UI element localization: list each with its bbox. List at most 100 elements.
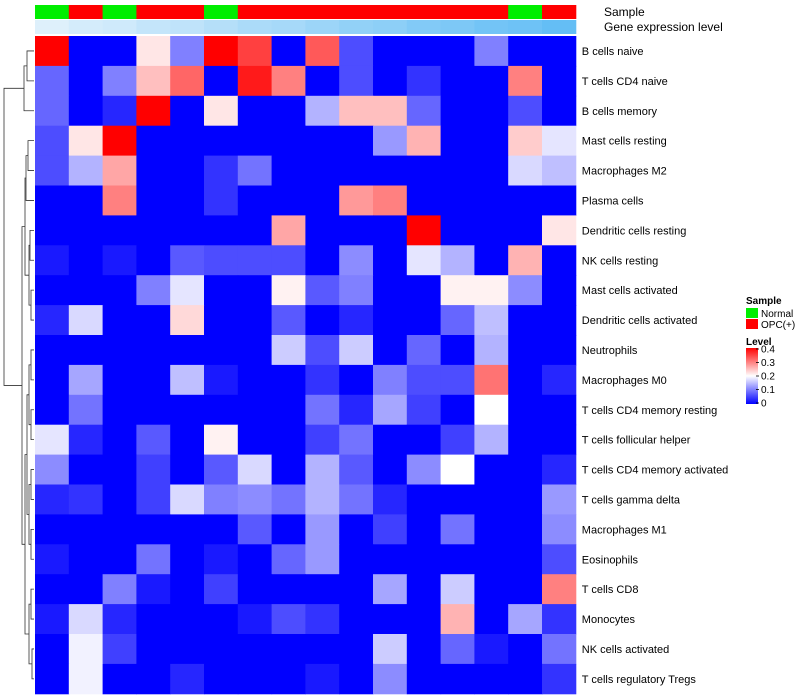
heatmap-cell bbox=[508, 424, 543, 456]
row-label: T cells regulatory Tregs bbox=[582, 674, 697, 686]
heatmap-cell bbox=[373, 424, 408, 456]
sample-annotation-cell bbox=[542, 5, 577, 19]
sample-annotation-cell bbox=[35, 5, 70, 19]
heatmap-cell bbox=[305, 155, 340, 186]
heatmap-cell bbox=[237, 634, 273, 665]
legend-sample-label: Normal bbox=[761, 309, 793, 320]
heatmap-cell bbox=[406, 335, 442, 366]
heatmap-cell bbox=[406, 215, 442, 246]
heatmap-cell bbox=[542, 484, 577, 515]
heatmap-cell bbox=[305, 185, 340, 216]
heatmap-cell bbox=[68, 364, 104, 396]
column-annotation-bars bbox=[35, 5, 577, 34]
heatmap-cell bbox=[68, 275, 104, 306]
heatmap-cell bbox=[35, 65, 70, 97]
dendrogram-branch bbox=[27, 140, 34, 171]
heatmap-cell bbox=[542, 155, 577, 186]
heatmap-cell bbox=[406, 544, 442, 575]
heatmap-cell bbox=[170, 484, 205, 515]
sample-annotation-cell bbox=[440, 5, 475, 19]
heatmap-cell bbox=[339, 275, 374, 306]
legend-level-ticks: 0.4 0.3 0.2 0.1 0 bbox=[756, 345, 775, 410]
heatmap-cell bbox=[136, 364, 171, 396]
heatmap-cell bbox=[542, 65, 577, 97]
dendrogram-branch bbox=[23, 65, 34, 112]
heatmap-cell bbox=[339, 95, 374, 127]
heatmap-cell bbox=[474, 215, 509, 246]
heatmap-cell bbox=[170, 663, 205, 695]
heatmap-cell bbox=[35, 125, 70, 157]
sample-annotation-cell bbox=[136, 5, 171, 19]
heatmap-cell bbox=[542, 604, 577, 635]
heatmap-cell bbox=[406, 454, 442, 485]
heatmap-cell bbox=[373, 604, 408, 635]
heatmap-cell bbox=[204, 65, 239, 97]
heatmap-cell bbox=[102, 215, 137, 246]
heatmap-cell bbox=[474, 335, 509, 366]
heatmap-cell bbox=[136, 574, 171, 605]
sample-annotation-cell bbox=[102, 5, 137, 19]
heatmap-cell bbox=[237, 663, 273, 695]
heatmap-cell bbox=[204, 36, 239, 67]
heatmap-cell bbox=[542, 424, 577, 456]
heatmap-cell bbox=[271, 275, 306, 306]
heatmap-cell bbox=[237, 95, 273, 127]
heatmap-cell bbox=[542, 634, 577, 665]
heatmap-cell bbox=[237, 245, 273, 276]
heatmap-cell bbox=[440, 215, 475, 246]
heatmap-cell bbox=[440, 394, 475, 426]
row-label: T cells CD4 naive bbox=[582, 76, 668, 88]
heatmap-cell bbox=[373, 544, 408, 575]
row-label: NK cells activated bbox=[582, 644, 669, 656]
heatmap-cell bbox=[474, 65, 509, 97]
heatmap-cell bbox=[35, 484, 70, 515]
heatmap-cell bbox=[136, 275, 171, 306]
heatmap-cell bbox=[102, 95, 137, 127]
heatmap-cell bbox=[305, 634, 340, 665]
heatmap-cell bbox=[35, 245, 70, 276]
heatmap-cell bbox=[68, 305, 104, 336]
heatmap-cell bbox=[271, 364, 306, 396]
heatmap-cell bbox=[406, 65, 442, 97]
heatmap-cell bbox=[102, 604, 137, 635]
dendrogram-branch bbox=[26, 50, 34, 82]
row-labels: B cells naive T cells CD4 naive B cells me… bbox=[582, 46, 729, 686]
heatmap-cell bbox=[35, 95, 70, 127]
heatmap-cell bbox=[474, 574, 509, 605]
heatmap-cell bbox=[136, 36, 171, 67]
heatmap-cell bbox=[271, 215, 306, 246]
heatmap-cell bbox=[474, 245, 509, 276]
sample-annotation-cell bbox=[237, 5, 273, 19]
heatmap-cell bbox=[35, 454, 70, 485]
level-annotation-cell bbox=[440, 20, 475, 34]
heatmap-cell bbox=[440, 663, 475, 695]
row-label: Eosinophils bbox=[582, 554, 639, 566]
level-annotation-cell bbox=[373, 20, 408, 34]
sample-annotation-cell bbox=[271, 5, 306, 19]
heatmap-cell bbox=[204, 484, 239, 515]
heatmap-cell bbox=[237, 544, 273, 575]
sample-annotation-cell bbox=[373, 5, 408, 19]
heatmap-cell bbox=[237, 484, 273, 515]
heatmap-cell bbox=[170, 454, 205, 485]
heatmap-cell bbox=[508, 454, 543, 485]
heatmap-cell bbox=[271, 335, 306, 366]
heatmap-cell bbox=[373, 155, 408, 186]
heatmap-cell bbox=[474, 125, 509, 157]
heatmap-cell bbox=[542, 514, 577, 545]
heatmap-cell bbox=[204, 514, 239, 545]
legend-level-colorbar bbox=[746, 348, 758, 404]
heatmap-cell bbox=[170, 514, 205, 545]
heatmap-cell bbox=[68, 604, 104, 635]
dendrogram-branch bbox=[30, 469, 34, 500]
heatmap-cell bbox=[68, 454, 104, 485]
heatmap-cell bbox=[35, 604, 70, 635]
heatmap-cell bbox=[102, 574, 137, 605]
heatmap-cell bbox=[474, 305, 509, 336]
heatmap-cell bbox=[508, 574, 543, 605]
heatmap-cell bbox=[237, 454, 273, 485]
heatmap-cell bbox=[170, 394, 205, 426]
heatmap-cell bbox=[102, 36, 137, 67]
heatmap-cell bbox=[102, 544, 137, 575]
heatmap-cell bbox=[305, 514, 340, 545]
